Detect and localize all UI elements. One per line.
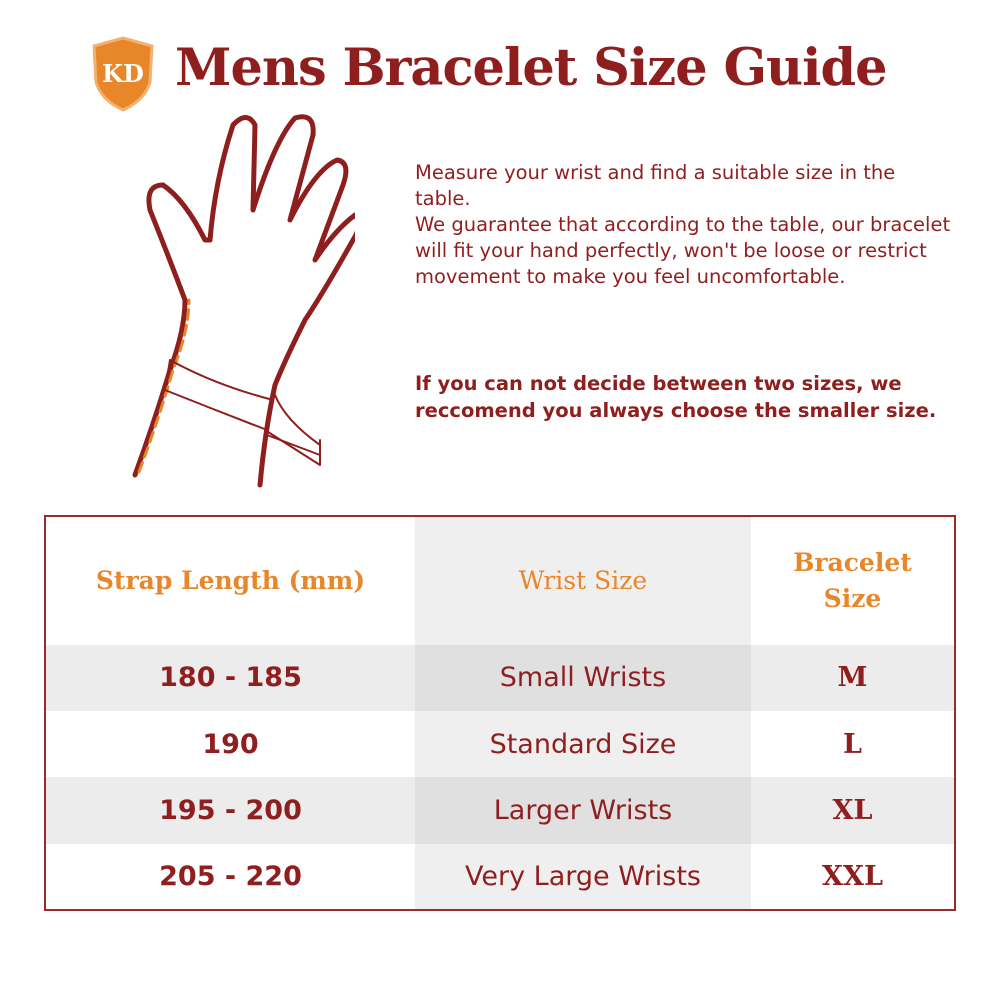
table-header-row: Strap Length (mm) Wrist Size Bracelet Si… xyxy=(45,516,955,645)
instructions-text: Measure your wrist and find a suitable s… xyxy=(415,160,955,290)
hand-measuring-illustration xyxy=(132,114,355,488)
wrist-size-cell: Small Wrists xyxy=(415,644,751,711)
size-table: Strap Length (mm) Wrist Size Bracelet Si… xyxy=(44,515,956,911)
header-bracelet-size: Bracelet Size xyxy=(793,547,912,613)
kd-logo: KD xyxy=(92,36,154,112)
wrist-size-cell: Very Large Wrists xyxy=(415,843,751,910)
bracelet-size-cell: M xyxy=(751,644,955,711)
instruction-line: We guarantee that according to the table… xyxy=(415,213,951,288)
strap-length-cell: 180 - 185 xyxy=(45,644,415,711)
bracelet-size-cell: XXL xyxy=(822,860,883,892)
bracelet-size-cell: L xyxy=(843,728,862,760)
wrist-size-cell: Larger Wrists xyxy=(415,777,751,844)
strap-length-cell: 205 - 220 xyxy=(159,860,302,892)
bracelet-size-cell: XL xyxy=(751,777,955,844)
wrist-size-cell: Standard Size xyxy=(415,710,751,778)
instruction-line: Measure your wrist and find a suitable s… xyxy=(415,161,896,210)
header-strap-length: Strap Length (mm) xyxy=(95,565,366,595)
svg-text:KD: KD xyxy=(102,59,144,88)
table-row: 180 - 185 Small Wrists M xyxy=(45,644,955,711)
strap-length-cell: 195 - 200 xyxy=(45,777,415,844)
size-recommendation-note: If you can not decide between two sizes,… xyxy=(415,372,937,422)
table-row: 205 - 220 Very Large Wrists XXL xyxy=(45,843,955,910)
page-title: Mens Bracelet Size Guide xyxy=(175,38,888,98)
header-wrist-size: Wrist Size xyxy=(415,516,751,645)
table-row: 195 - 200 Larger Wrists XL xyxy=(45,777,955,844)
table-row: 190 Standard Size L xyxy=(45,710,955,778)
strap-length-cell: 190 xyxy=(202,728,259,760)
